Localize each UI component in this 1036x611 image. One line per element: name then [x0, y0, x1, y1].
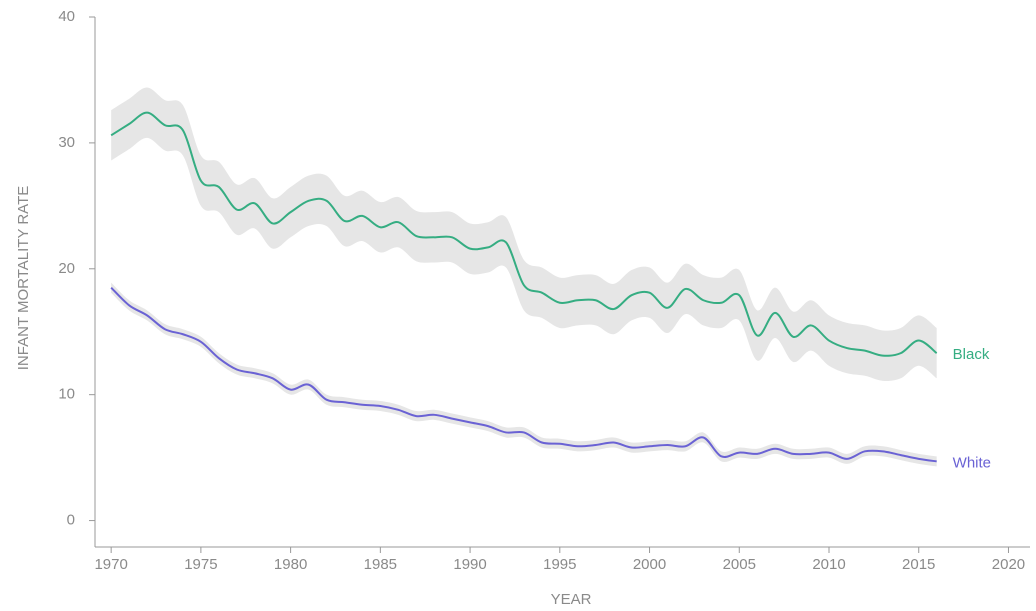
x-tick-label: 1985 [364, 556, 397, 573]
series-line [110, 111, 938, 357]
x-tick-label: 2015 [902, 556, 935, 573]
y-axis-title: INFANT MORTALITY RATE [15, 186, 32, 370]
confidence-band [111, 87, 937, 381]
y-tick-label: 10 [58, 386, 75, 403]
x-tick-label: 1990 [453, 556, 486, 573]
x-tick-label: 2000 [633, 556, 666, 573]
x-tick-label: 2020 [992, 556, 1025, 573]
legend-label: Black [953, 346, 990, 363]
x-tick-label: 1975 [184, 556, 217, 573]
series-line [110, 286, 937, 463]
y-tick-label: 30 [58, 134, 75, 151]
y-tick-label: 20 [58, 260, 75, 277]
y-tick-label: 0 [67, 512, 75, 529]
x-tick-label: 1970 [94, 556, 127, 573]
x-tick-label: 1980 [274, 556, 307, 573]
confidence-band [111, 282, 937, 467]
x-tick-label: 1995 [543, 556, 576, 573]
legend-label: White [953, 454, 991, 471]
x-axis-title: YEAR [551, 591, 592, 608]
x-tick-label: 2010 [812, 556, 845, 573]
y-tick-label: 40 [58, 8, 75, 25]
x-tick-label: 2005 [723, 556, 756, 573]
